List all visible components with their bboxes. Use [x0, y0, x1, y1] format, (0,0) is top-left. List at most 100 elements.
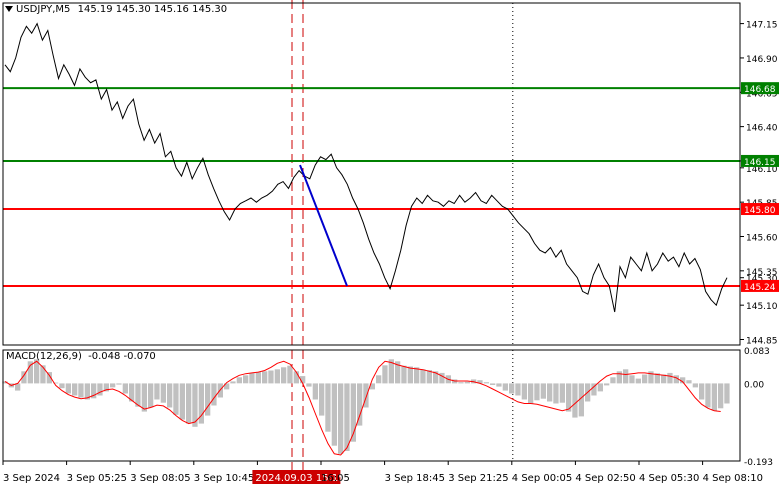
macd-histogram-bar	[129, 383, 135, 402]
price-tick-label: 144.85	[746, 337, 778, 347]
macd-histogram-bar	[680, 377, 686, 384]
price-tick-label: 147.15	[746, 21, 778, 31]
macd-histogram-bar	[566, 383, 572, 412]
macd-header: MACD(12,26,9) -0.048 -0.070	[6, 351, 156, 362]
macd-histogram-bar	[27, 361, 33, 384]
macd-histogram-bar	[230, 381, 236, 384]
macd-histogram-bar	[186, 383, 192, 424]
macd-histogram-bar	[578, 383, 584, 417]
price-tick-label: 146.65	[746, 89, 778, 99]
macd-histogram-bar	[103, 383, 109, 392]
macd-histogram-bar	[509, 383, 515, 394]
macd-histogram-bar	[553, 383, 559, 404]
macd-tick-label: 0.083	[744, 347, 770, 357]
macd-pane-frame	[2, 349, 741, 462]
macd-histogram-bar	[116, 383, 122, 385]
macd-histogram-bar	[268, 370, 274, 384]
macd-histogram-bar	[490, 383, 496, 385]
macd-histogram-bar	[274, 369, 280, 384]
macd-histogram-bar	[559, 383, 565, 403]
macd-histogram-bar	[319, 383, 325, 416]
macd-histogram-bar	[293, 371, 299, 384]
level-price-label: 145.80	[744, 206, 776, 216]
macd-histogram-bar	[350, 383, 356, 442]
macd-histogram-bar	[515, 383, 521, 396]
macd-histogram-bar	[376, 375, 382, 384]
macd-histogram-bar	[363, 383, 369, 408]
macd-histogram-bar	[198, 383, 204, 424]
macd-signal-line	[4, 360, 721, 456]
time-label: 4 Sep 05:30	[639, 473, 699, 484]
macd-histogram-bar	[477, 380, 483, 384]
trend-line[interactable]	[299, 164, 348, 287]
macd-tick-label: -0.193	[744, 458, 773, 468]
level-price-label: 146.15	[744, 158, 776, 168]
macd-histogram-bar	[616, 371, 622, 384]
macd-histogram-bar	[281, 367, 287, 384]
macd-values: -0.048 -0.070	[88, 351, 156, 362]
macd-histogram-bar	[167, 383, 173, 408]
macd-histogram-bar	[21, 371, 27, 384]
macd-histogram-bar	[699, 383, 705, 400]
price-tick-label: 145.60	[746, 233, 778, 243]
macd-label: MACD(12,26,9)	[6, 351, 82, 362]
macd-histogram-bar	[724, 383, 730, 404]
macd-tick-label: 0.00	[744, 380, 764, 390]
time-label: 3 Sep 05:25	[67, 473, 127, 484]
level-price-box	[741, 82, 779, 95]
macd-histogram-bar	[572, 383, 578, 418]
macd-histogram-bar	[91, 383, 97, 399]
macd-histogram-bar	[604, 383, 610, 386]
macd-histogram-bar	[540, 383, 546, 399]
macd-histogram-bar	[59, 383, 65, 389]
macd-histogram-bar	[53, 382, 59, 384]
macd-histogram-bar	[15, 383, 21, 391]
price-tick-label: 146.90	[746, 55, 778, 65]
macd-histogram-bar	[420, 369, 426, 384]
time-label: 3 Sep 2024	[3, 473, 60, 484]
macd-histogram-bar	[192, 383, 198, 427]
macd-histogram-bar	[357, 383, 363, 426]
macd-histogram-bar	[34, 359, 40, 384]
level-price-box	[741, 203, 779, 216]
price-pane-frame	[2, 2, 741, 346]
price-series-line	[4, 22, 728, 313]
symbol-label: USDJPY,M5	[16, 4, 71, 15]
level-price-box	[741, 279, 779, 292]
macd-histogram-bar	[65, 383, 71, 394]
macd-histogram-bar	[369, 383, 375, 390]
macd-histogram-bar	[629, 375, 635, 384]
macd-histogram-bar	[705, 383, 711, 408]
macd-histogram-bar	[426, 370, 432, 384]
macd-histogram-bar	[97, 383, 103, 396]
macd-histogram-bar	[407, 366, 413, 384]
macd-histogram-bar	[2, 381, 8, 384]
macd-histogram-bar	[205, 383, 211, 416]
macd-histogram-bar	[458, 382, 464, 384]
macd-histogram-bar	[401, 365, 407, 384]
price-tick-label: 145.30	[746, 275, 778, 285]
macd-histogram-bar	[414, 367, 420, 384]
macd-histogram-bar	[312, 383, 318, 400]
macd-histogram-bar	[502, 383, 508, 391]
macd-histogram-bar	[610, 377, 616, 384]
macd-histogram-bar	[395, 361, 401, 384]
macd-histogram-bar	[160, 383, 166, 403]
macd-histogram-bar	[718, 383, 724, 409]
macd-histogram-bar	[648, 371, 654, 384]
macd-histogram-bar	[433, 371, 439, 384]
macd-histogram-bar	[673, 375, 679, 384]
time-label: 3 Sep 10:45	[194, 473, 254, 484]
macd-histogram-bar	[597, 383, 603, 392]
macd-histogram-bar	[179, 383, 185, 420]
macd-histogram-bar	[249, 372, 255, 384]
macd-histogram-bar	[382, 365, 388, 384]
macd-histogram-bar	[135, 383, 141, 407]
macd-histogram-bar	[496, 383, 502, 387]
macd-histogram-bar	[547, 383, 553, 402]
macd-histogram-bar	[300, 376, 306, 384]
macd-histogram-bar	[528, 383, 534, 404]
macd-histogram-bar	[154, 383, 160, 400]
menu-triangle-icon[interactable]	[5, 6, 13, 12]
